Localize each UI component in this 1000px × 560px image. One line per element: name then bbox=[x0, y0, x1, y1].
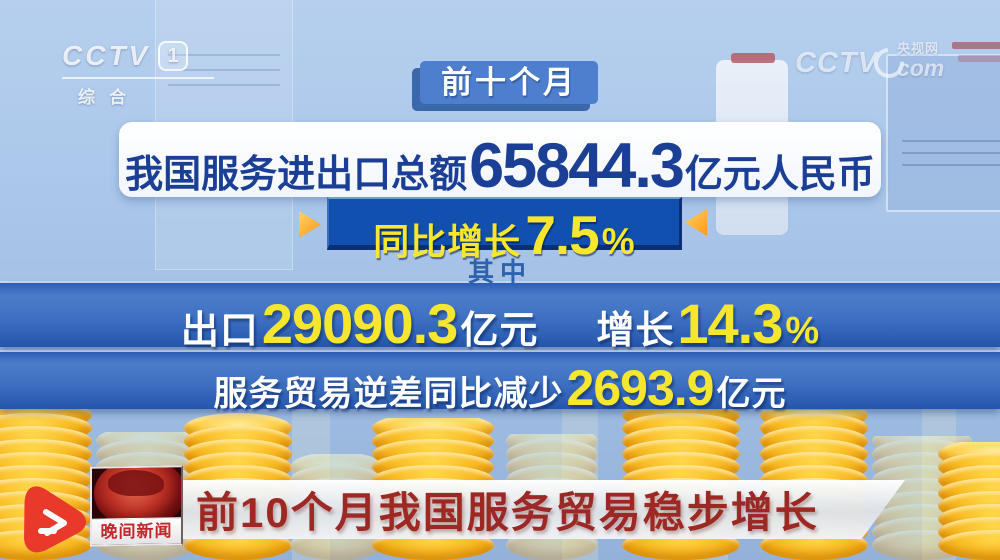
channel-number-badge: 1 bbox=[158, 41, 189, 71]
total-label: 我国服务进出口总额 bbox=[125, 154, 468, 196]
total-value: 65844.3 bbox=[469, 131, 685, 201]
deficit-unit: 亿元 bbox=[716, 375, 787, 413]
program-name: 晚间新闻 bbox=[92, 517, 181, 545]
export-value: 29090.3 bbox=[261, 292, 458, 355]
background-receipt-panel bbox=[886, 54, 1000, 212]
total-trade-banner: 我国服务进出口总额 65844.3 亿元人民币 bbox=[119, 122, 881, 201]
cctv-com-logo: CCTV 央视网 com bbox=[795, 41, 945, 85]
cctv-com-logo-text: CCTV bbox=[795, 47, 878, 79]
site-label: 央视网 bbox=[896, 41, 939, 56]
background-phone-cap bbox=[731, 53, 775, 63]
play-button-icon[interactable] bbox=[16, 482, 88, 556]
deficit-stats-band: 服务贸易逆差同比减少 2693.9 亿元 bbox=[0, 352, 1000, 416]
headline-bar: 前10个月我国服务贸易稳步增长 bbox=[183, 480, 905, 539]
channel-subtitle: 综合 bbox=[78, 88, 140, 107]
cctv1-logo-text: CCTV bbox=[62, 40, 151, 71]
export-label: 出口 bbox=[180, 310, 259, 352]
export-growth-label: 增长 bbox=[596, 310, 675, 352]
breakdown-label: 其中 bbox=[467, 257, 532, 287]
growth-label: 同比增长 bbox=[373, 221, 522, 262]
logo-underline bbox=[62, 77, 214, 79]
site-domain: com bbox=[896, 55, 945, 81]
deficit-value: 2693.9 bbox=[566, 360, 715, 416]
program-badge: 晚间新闻 bbox=[90, 465, 183, 547]
export-stats-band: 出口 29090.3 亿元 增长 14.3 % bbox=[0, 283, 1000, 355]
right-triangle-pointer-icon bbox=[299, 211, 321, 238]
cctv1-channel-logo: CCTV 1 综合 bbox=[62, 40, 214, 108]
left-triangle-pointer-icon bbox=[685, 209, 707, 236]
period-badge: 前十个月 bbox=[420, 61, 598, 104]
background-red-strip bbox=[952, 42, 1000, 49]
deficit-label: 服务贸易逆差同比减少 bbox=[213, 375, 564, 413]
headline-text: 前10个月我国服务贸易稳步增长 bbox=[196, 489, 819, 536]
export-growth-value: 14.3 bbox=[677, 292, 783, 355]
yoy-growth-banner: 同比增长 7.5 % bbox=[327, 197, 682, 266]
background-red-strip bbox=[958, 55, 1000, 62]
export-unit: 亿元 bbox=[460, 310, 539, 352]
export-growth-unit: % bbox=[785, 310, 820, 352]
total-unit: 亿元人民币 bbox=[684, 154, 875, 196]
growth-value: 7.5 bbox=[525, 204, 599, 266]
growth-unit: % bbox=[601, 221, 635, 262]
coin-stack bbox=[938, 442, 1000, 560]
